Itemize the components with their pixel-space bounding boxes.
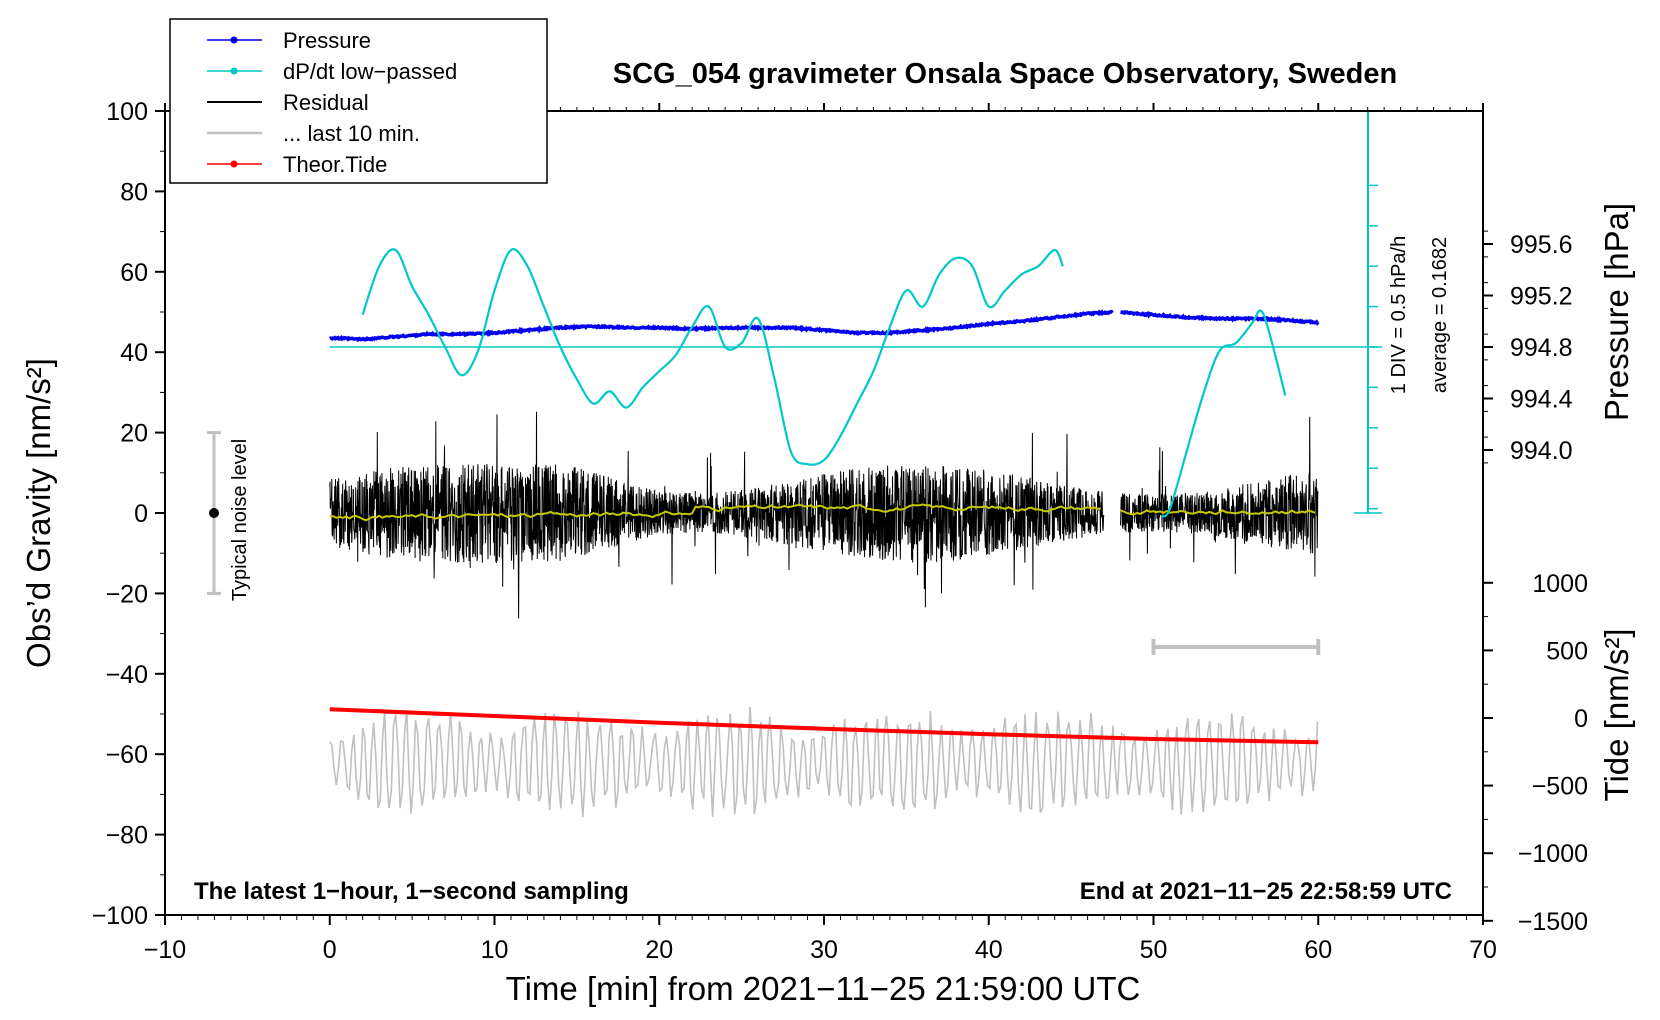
y-tick-label: −20: [106, 580, 148, 608]
pressure-tick-label: 995.2: [1510, 283, 1573, 311]
noise-level-label: Typical noise level: [229, 439, 251, 601]
y-axis-label-pressure: Pressure [hPa]: [1598, 203, 1635, 421]
legend-tide-marker: [230, 160, 238, 168]
tide-series: [329, 707, 1319, 745]
y-tick-label: −100: [92, 902, 148, 930]
pressure-tick-label: 994.8: [1510, 334, 1573, 362]
residual-series: [329, 411, 1105, 619]
legend-dpdt-marker: [230, 67, 238, 75]
dpdt-series: [361, 248, 1064, 466]
legend-last10: ... last 10 min.: [283, 121, 420, 146]
chart-title: SCG_054 gravimeter Onsala Space Observat…: [613, 58, 1397, 90]
dpdt-series: [1160, 309, 1287, 518]
pressure-tick-label: 994.4: [1510, 386, 1573, 414]
y-tick-label: 0: [134, 500, 148, 528]
tide-tick-label: −1500: [1518, 908, 1588, 936]
residual-smoothed: [329, 503, 1102, 522]
legend: Pressure dP/dt low−passed Residual ... l…: [169, 18, 548, 184]
x-tick-label: −10: [144, 936, 186, 964]
x-tick-label: 40: [975, 936, 1003, 964]
plot-data-layer: [207, 110, 1382, 818]
y-tick-label: 40: [120, 339, 148, 367]
end-time-note: End at 2021−11−25 22:58:59 UTC: [1080, 878, 1452, 905]
tide-tick-label: 0: [1574, 705, 1588, 733]
x-tick-label: 20: [645, 936, 673, 964]
legend-box: [169, 18, 548, 184]
residual-series: [1120, 416, 1319, 577]
dpdt-average-label: average = 0.1682: [1429, 237, 1451, 393]
x-tick-label: 70: [1469, 936, 1497, 964]
y-axis-label-gravity: Obs’d Gravity [nm/s²]: [20, 358, 57, 668]
x-axis-label: Time [min] from 2021−11−25 21:59:00 UTC: [506, 970, 1141, 1007]
noise-center-point: [209, 508, 219, 518]
tide-tick-label: −1000: [1518, 840, 1588, 868]
legend-tide: Theor.Tide: [283, 152, 387, 177]
y-tick-label: −80: [106, 822, 148, 850]
legend-pressure: Pressure: [283, 28, 371, 53]
y-tick-label: 100: [106, 98, 148, 126]
y-tick-label: −60: [106, 741, 148, 769]
y-tick-label: 20: [120, 420, 148, 448]
y-axis-label-tide: Tide [nm/s²]: [1598, 629, 1635, 802]
x-tick-label: 30: [810, 936, 838, 964]
legend-dpdt: dP/dt low−passed: [283, 59, 457, 84]
x-tick-label: 60: [1304, 936, 1332, 964]
x-tick-label: 10: [481, 936, 509, 964]
y-tick-label: −40: [106, 661, 148, 689]
x-tick-label: 0: [323, 936, 337, 964]
legend-pressure-marker: [230, 36, 238, 44]
pressure-series: [1120, 309, 1320, 326]
pressure-tick-label: 994.0: [1510, 437, 1573, 465]
y-tick-label: 80: [120, 178, 148, 206]
dpdt-scale-label: 1 DIV = 0.5 hPa/h: [1388, 236, 1410, 394]
last10-series: [329, 706, 1319, 818]
residual-smoothed: [1120, 509, 1316, 516]
sampling-note: The latest 1−hour, 1−second sampling: [194, 878, 629, 905]
y-tick-label: 60: [120, 259, 148, 287]
axis-layer: −10 0 10 20 30 40 50 60 70−100−80−60−40−20020406…: [92, 98, 1588, 964]
tide-tick-label: 1000: [1532, 570, 1588, 598]
tide-tick-label: 500: [1546, 637, 1588, 665]
pressure-tick-label: 995.6: [1510, 231, 1573, 259]
legend-residual: Residual: [283, 90, 369, 115]
tide-tick-label: −500: [1532, 773, 1588, 801]
pressure-series: [329, 309, 1114, 343]
x-tick-label: 50: [1140, 936, 1168, 964]
